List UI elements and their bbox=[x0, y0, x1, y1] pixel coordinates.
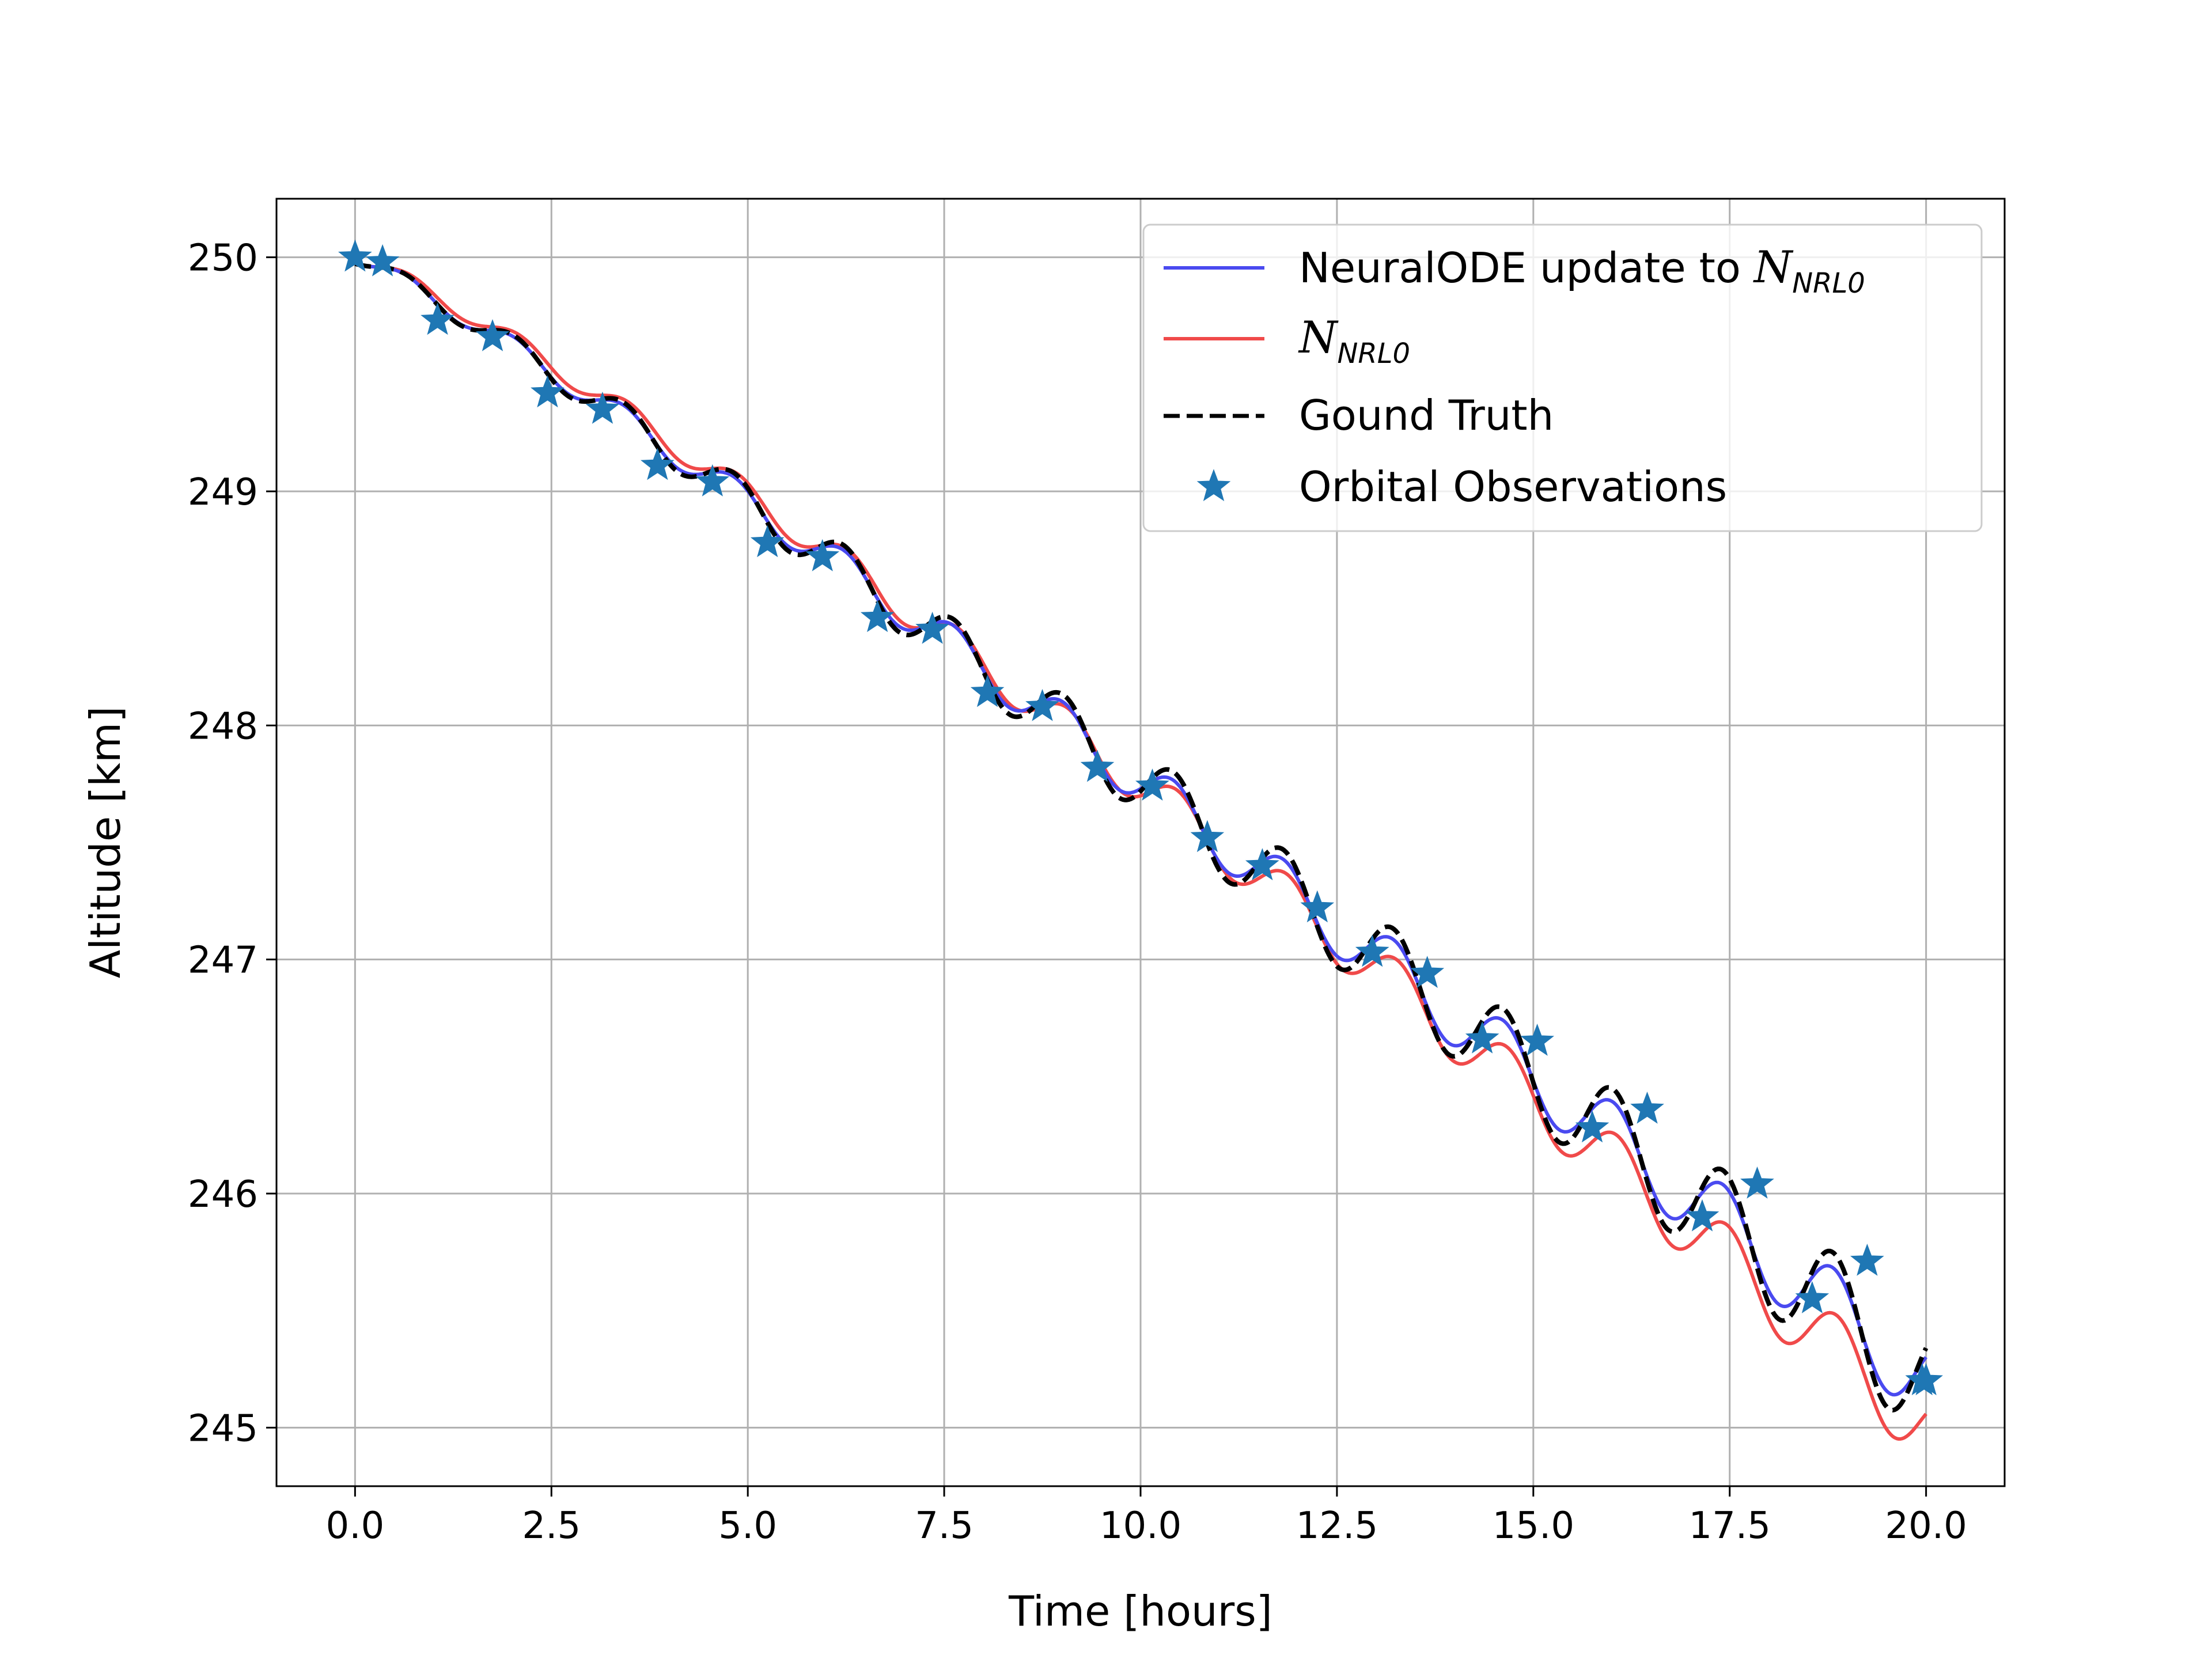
series-lines bbox=[354, 262, 1929, 1441]
observation-point bbox=[1465, 1021, 1499, 1054]
legend-entry-fit: NeuralODE update to NNRL0 bbox=[1299, 241, 1865, 300]
observation-point bbox=[421, 302, 454, 335]
legend-nrl-symbol: N bbox=[1298, 312, 1339, 363]
axis-ticks: 0.0 2.5 5.0 7.5 10.0 12.5 15.0 17.5 20.0 245 246 24… bbox=[188, 237, 1967, 1547]
observation-point bbox=[1850, 1244, 1884, 1276]
x-tick-label: 12.5 bbox=[1296, 1505, 1378, 1547]
legend: NeuralODE update to NNRL0 NNRL0 Gound Tr… bbox=[1142, 224, 1983, 532]
x-tick-label: 5.0 bbox=[718, 1505, 777, 1547]
x-tick-label: 2.5 bbox=[522, 1505, 581, 1547]
x-tick-label: 0.0 bbox=[325, 1505, 384, 1547]
observation-point bbox=[1575, 1110, 1609, 1143]
observation-point bbox=[1630, 1091, 1664, 1124]
legend-box bbox=[1142, 224, 1983, 532]
observation-point bbox=[1190, 820, 1225, 853]
legend-nrl-subscript: NRL0 bbox=[1338, 338, 1411, 370]
observation-point bbox=[1355, 934, 1389, 967]
legend-star-icon bbox=[1196, 469, 1231, 502]
observation-point bbox=[1909, 1363, 1944, 1396]
observation-point bbox=[970, 675, 1005, 707]
observation-point bbox=[1080, 749, 1115, 782]
legend-fit-symbol: N bbox=[1753, 241, 1794, 293]
observation-point bbox=[1740, 1166, 1774, 1199]
observation-point bbox=[750, 525, 785, 558]
observation-point bbox=[695, 464, 730, 497]
series-line-nrl bbox=[354, 262, 1927, 1441]
y-tick-label: 245 bbox=[188, 1407, 258, 1450]
observation-point bbox=[1685, 1199, 1719, 1232]
y-tick-label: 246 bbox=[188, 1173, 258, 1216]
observation-point bbox=[338, 239, 372, 272]
x-tick-label: 10.0 bbox=[1100, 1505, 1182, 1547]
x-tick-label: 7.5 bbox=[915, 1505, 974, 1547]
x-axis-label: Time [hours] bbox=[1008, 1587, 1272, 1635]
observation-point bbox=[1135, 768, 1169, 801]
observation-point bbox=[585, 391, 620, 424]
observation-point bbox=[915, 611, 950, 644]
observation-point bbox=[1025, 688, 1059, 721]
legend-entry-truth: Gound Truth bbox=[1299, 391, 1554, 440]
legend-fit-subscript: NRL0 bbox=[1792, 267, 1865, 300]
x-tick-label: 15.0 bbox=[1493, 1505, 1575, 1547]
observation-point bbox=[1410, 956, 1445, 988]
observation-point bbox=[860, 600, 895, 632]
legend-entry-nrl: NNRL0 bbox=[1298, 312, 1410, 370]
observation-point bbox=[1520, 1024, 1555, 1056]
y-tick-label: 247 bbox=[188, 940, 258, 982]
legend-entry-observations: Orbital Observations bbox=[1299, 463, 1727, 511]
y-tick-label: 249 bbox=[188, 471, 258, 514]
x-tick-label: 20.0 bbox=[1885, 1505, 1967, 1547]
y-tick-label: 250 bbox=[188, 237, 258, 280]
y-tick-label: 248 bbox=[188, 705, 258, 748]
observation-point bbox=[805, 539, 840, 571]
observation-point bbox=[1245, 848, 1279, 881]
observation-point bbox=[365, 244, 400, 276]
legend-star-marker bbox=[1196, 469, 1231, 502]
observation-point bbox=[1300, 890, 1335, 923]
series-line-truth bbox=[354, 262, 1929, 1412]
observation-point bbox=[475, 319, 510, 351]
x-tick-label: 17.5 bbox=[1688, 1505, 1771, 1547]
observation-point bbox=[1795, 1281, 1830, 1313]
legend-fit-text: NeuralODE update to bbox=[1299, 244, 1754, 292]
observation-point bbox=[640, 448, 675, 480]
observation-point bbox=[531, 375, 565, 408]
observation-markers bbox=[338, 239, 1944, 1396]
y-axis-label: Altitude [km] bbox=[81, 706, 130, 978]
